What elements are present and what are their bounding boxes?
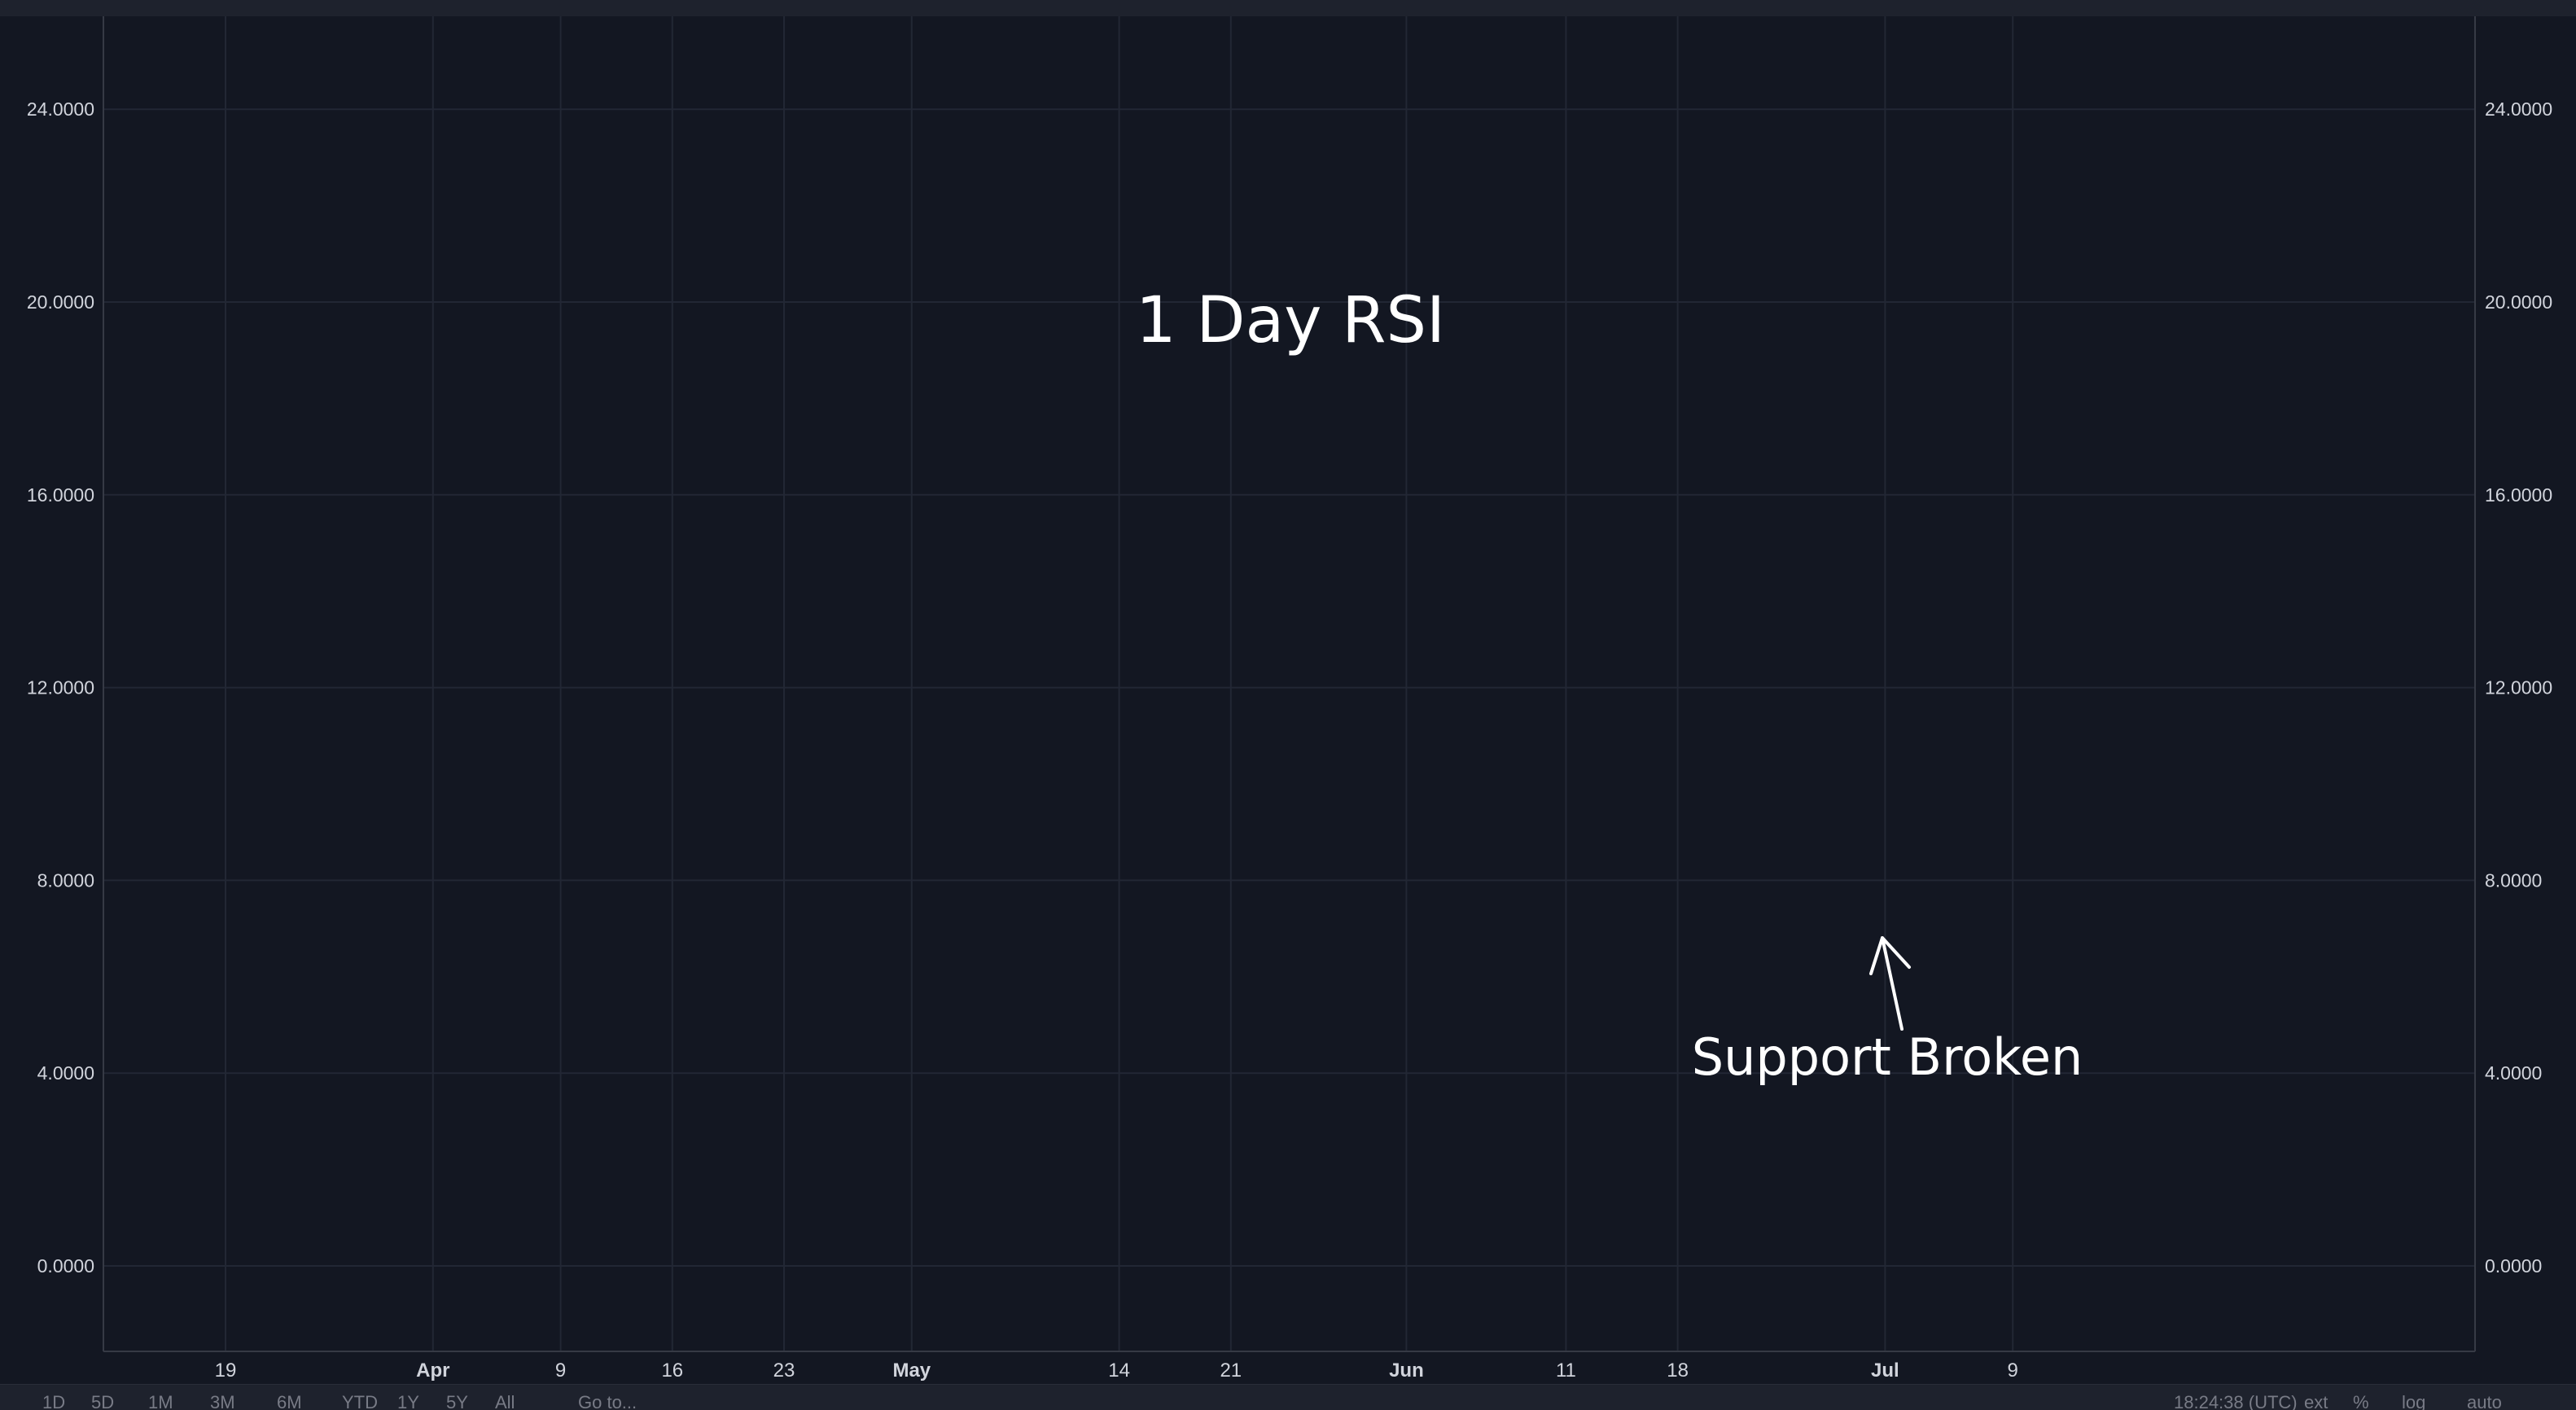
bottom-bar-item[interactable]: 5Y [446,1392,468,1410]
x-tick-label: May [892,1360,931,1382]
y-tick-label-left: 16.0000 [27,484,94,506]
top-toolbar [0,0,2576,16]
y-tick-label-left: 4.0000 [37,1062,94,1084]
y-tick-label-left: 24.0000 [27,99,94,120]
bottom-bar-item[interactable]: 1M [148,1392,173,1410]
y-tick-label-left: 20.0000 [27,291,94,313]
bottom-bar-item[interactable]: 3M [210,1392,235,1410]
x-tick-label: 16 [661,1360,683,1382]
y-tick-label-left: 8.0000 [37,869,94,891]
bottom-toolbar: 1D 5D 1M 3M 6M YTD 1Y 5Y All Go to... 18:24:38 (UT… [0,1384,2576,1410]
x-tick-label: 9 [2008,1360,2018,1382]
grid [103,16,2475,1351]
bottom-bar-item[interactable]: Go to... [578,1392,637,1410]
bottom-bar-item[interactable]: auto [2467,1392,2502,1410]
bottom-bar-item[interactable]: YTD [342,1392,378,1410]
x-tick-label: 11 [1556,1360,1576,1382]
y-tick-label-right: 24.0000 [2485,99,2552,120]
x-tick-label: 21 [1220,1360,1242,1382]
x-tick-label: 18 [1667,1360,1689,1382]
chart-title: 1 Day RSI [1136,284,1445,357]
y-tick-label-right: 16.0000 [2485,484,2552,506]
y-tick-label-right: 12.0000 [2485,677,2552,698]
x-tick-label: Apr [416,1360,449,1382]
x-tick-label: 9 [555,1360,566,1382]
x-tick-label: 23 [773,1360,795,1382]
y-tick-label-right: 8.0000 [2485,869,2542,891]
annotation-label: Support Broken [1692,1027,2083,1087]
bottom-bar-item[interactable]: 1Y [397,1392,419,1410]
y-tick-label-right: 0.0000 [2485,1255,2542,1276]
bottom-bar-item[interactable]: All [495,1392,515,1410]
x-tick-label: 14 [1108,1360,1130,1382]
bottom-bar-item[interactable]: 18:24:38 (UTC) [2174,1392,2298,1410]
x-tick-label: Jul [1871,1360,1899,1382]
bottom-bar-item[interactable]: log [2402,1392,2426,1410]
annotation: Support Broken [1692,936,2083,1087]
x-tick-label: Jun [1389,1360,1424,1382]
bottom-bar-item[interactable]: 6M [277,1392,302,1410]
y-tick-label-right: 20.0000 [2485,291,2552,313]
bottom-bar-item[interactable]: 1D [42,1392,66,1410]
y-tick-label-left: 0.0000 [37,1255,94,1276]
bottom-bar-item[interactable]: % [2353,1392,2369,1410]
y-tick-label-left: 12.0000 [27,677,94,698]
annotation-arrow [1869,936,1911,1031]
axes: 100.0000100.000096.000096.000092.000092.… [27,16,2552,1382]
bottom-bar-item[interactable]: 5D [91,1392,115,1410]
bottom-bar-item[interactable]: ext [2304,1392,2328,1410]
y-tick-label-right: 4.0000 [2485,1062,2542,1084]
x-tick-label: 19 [215,1360,237,1382]
